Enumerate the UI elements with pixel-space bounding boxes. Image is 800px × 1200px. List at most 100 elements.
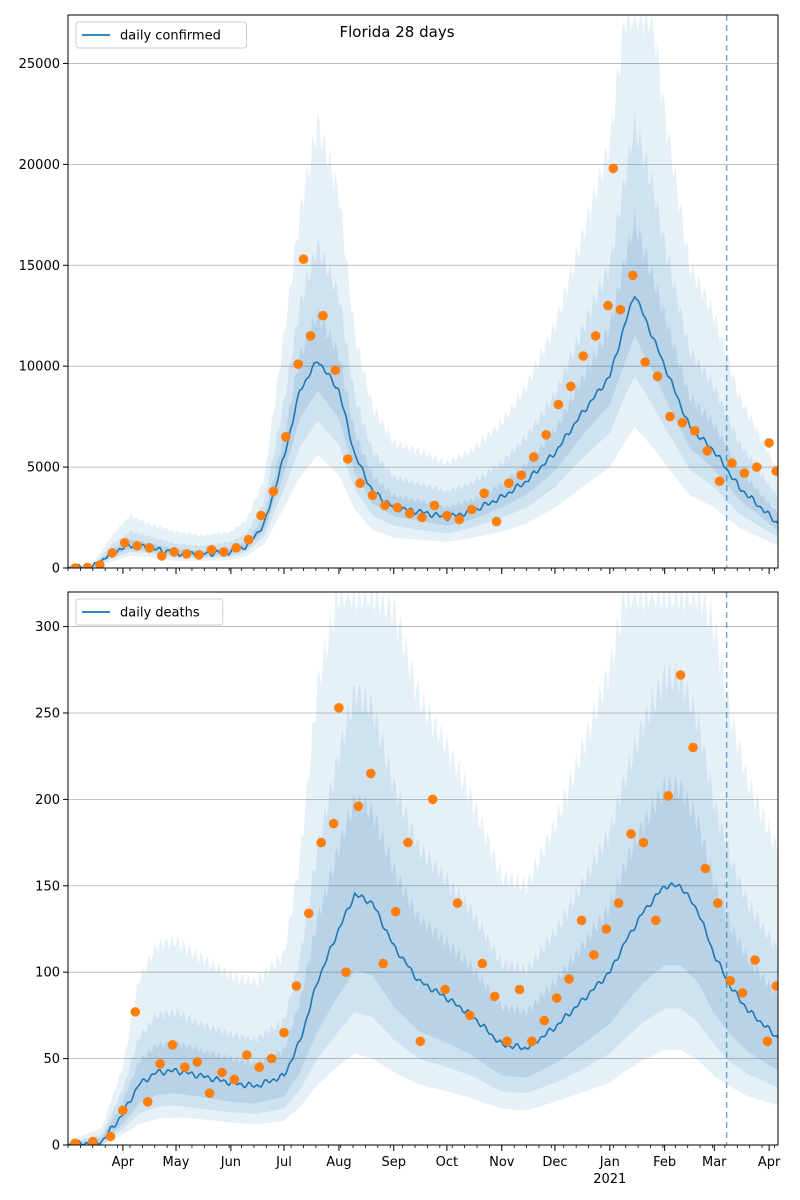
deaths-legend: daily deaths [75, 598, 224, 626]
confirmed-observed-point [714, 476, 725, 487]
deaths-observed-point [192, 1057, 203, 1067]
deaths-observed-point [700, 863, 711, 874]
deaths-observed-point [477, 958, 488, 969]
confirmed-observed-point [752, 462, 762, 472]
confirmed-observed-point [181, 549, 192, 559]
confirmed-observed-point [281, 432, 291, 442]
confirmed-legend-label: daily confirmed [120, 29, 221, 44]
deaths-observed-point [771, 981, 778, 991]
deaths-y-tick-label: 250 [35, 706, 60, 721]
deaths-observed-point [328, 818, 339, 829]
confirmed-observed-point [70, 563, 80, 568]
confirmed-observed-point [690, 426, 700, 436]
confirmed-observed-point [528, 452, 539, 462]
deaths-observed-point [725, 976, 735, 986]
deaths-observed-point [88, 1136, 98, 1145]
deaths-observed-point [70, 1138, 80, 1145]
deaths-observed-point [378, 958, 389, 969]
deaths-observed-point [316, 837, 327, 848]
confirmed-observed-point [95, 560, 105, 568]
deaths-observed-point [762, 1036, 773, 1047]
deaths-observed-point [440, 984, 450, 995]
deaths-observed-point [279, 1027, 289, 1038]
deaths-observed-point [266, 1053, 277, 1064]
deaths-observed-point [601, 924, 612, 934]
confirmed-observed-point [330, 365, 341, 376]
confirmed-observed-point [504, 478, 514, 489]
deaths-observed-point [180, 1062, 190, 1072]
deaths-plot-area [68, 592, 778, 1145]
deaths-uncertainty-band-2 [68, 660, 778, 1145]
confirmed-observed-point [243, 534, 254, 545]
confirmed-y-tick-label: 15000 [19, 259, 60, 274]
deaths-year-label: 2021 [593, 1172, 626, 1187]
deaths-observed-point [304, 908, 314, 919]
confirmed-y-tick-label: 10000 [19, 360, 60, 375]
deaths-x-tick-label: Mar [702, 1155, 727, 1170]
deaths-observed-point [465, 1010, 475, 1021]
confirmed-observed-point [764, 438, 774, 448]
deaths-chart-panel: 0 50 100 150 200 250 300 Apr May Jun Jul Aug Sep Oct N… [35, 591, 781, 1187]
confirmed-y-tick-label: 0 [52, 562, 60, 577]
confirmed-uncertainty-band-1 [68, 15, 778, 568]
confirmed-observed-point [479, 488, 489, 499]
deaths-observed-point [589, 950, 599, 960]
confirmed-observed-point [541, 430, 551, 440]
confirmed-observed-point [454, 514, 465, 525]
deaths-x-tick-label: Oct [436, 1155, 458, 1170]
confirmed-observed-point [305, 331, 316, 341]
deaths-uncertainty-band-1 [68, 592, 778, 1145]
deaths-observed-point [390, 906, 401, 917]
confirmed-observed-point [553, 399, 564, 410]
confirmed-observed-point [566, 381, 576, 392]
confirmed-observed-point [491, 516, 502, 527]
confirmed-observed-point [429, 500, 440, 511]
confirmed-observed-point [739, 468, 750, 478]
deaths-observed-point [514, 984, 525, 995]
deaths-observed-point [341, 967, 351, 977]
deaths-observed-point [750, 955, 760, 965]
deaths-observed-point [427, 794, 438, 805]
confirmed-observed-point [404, 508, 415, 519]
confirmed-observed-point [367, 490, 378, 501]
deaths-observed-point [204, 1088, 215, 1098]
deaths-observed-point [366, 768, 376, 779]
confirmed-observed-point [578, 351, 588, 361]
confirmed-y-tick-label: 5000 [27, 461, 60, 476]
confirmed-observed-point [608, 163, 619, 174]
deaths-observed-point [539, 1015, 550, 1026]
deaths-observed-point [403, 837, 413, 848]
deaths-y-tick-label: 100 [35, 966, 60, 981]
confirmed-observed-point [157, 551, 167, 561]
confirmed-observed-point [771, 466, 778, 476]
confirmed-observed-point [392, 502, 403, 513]
deaths-x-tick-label: Sep [382, 1155, 407, 1170]
confirmed-observed-point [206, 545, 217, 555]
deaths-series-line [68, 882, 778, 1145]
deaths-x-tick-label: Aug [326, 1155, 351, 1170]
deaths-x-tick-label: Jan [599, 1155, 620, 1170]
deaths-observed-point [452, 898, 463, 908]
deaths-y-tick-label: 0 [52, 1139, 60, 1154]
confirmed-observed-point [107, 548, 118, 558]
deaths-observed-point [737, 988, 748, 998]
deaths-x-tick-label: Feb [653, 1155, 676, 1170]
deaths-legend-label: daily deaths [120, 606, 200, 621]
confirmed-observed-point [628, 270, 638, 281]
confirmed-observed-point [268, 486, 279, 497]
confirmed-observed-point [702, 446, 712, 456]
deaths-observed-point [626, 829, 636, 839]
deaths-observed-point [142, 1097, 153, 1107]
confirmed-legend: daily confirmed [75, 21, 247, 49]
confirmed-observed-point [590, 331, 601, 341]
confirmed-observed-point [516, 470, 527, 481]
confirmed-observed-point [169, 547, 179, 557]
deaths-observed-point [576, 915, 587, 926]
deaths-x-tick-label: Dec [542, 1155, 567, 1170]
confirmed-observed-point [343, 454, 353, 464]
deaths-observed-point [118, 1105, 128, 1116]
confirmed-uncertainty-band-2 [68, 106, 778, 568]
confirmed-observed-point [665, 411, 675, 422]
deaths-observed-point [229, 1074, 240, 1085]
deaths-y-tick-label: 150 [35, 879, 60, 894]
